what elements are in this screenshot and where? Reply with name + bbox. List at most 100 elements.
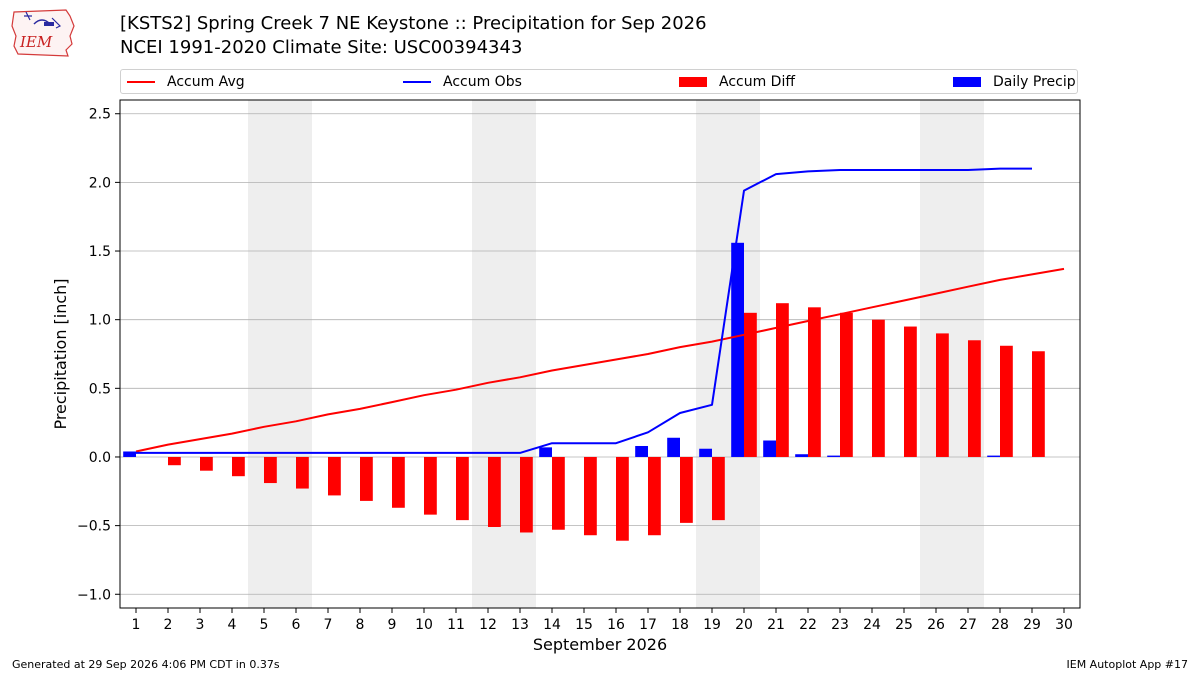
x-tick-label: 19 [703,617,721,633]
y-tick-label: 2.5 [89,107,111,123]
x-tick-label: 13 [511,617,529,633]
logo-text: IEM [19,33,53,51]
legend-item-accum-obs: Accum Obs [403,74,522,90]
accum-diff-bar [904,326,917,457]
accum-avg-line [135,267,1065,453]
y-axis-label: Precipitation [inch] [51,278,70,429]
x-tick-label: 10 [415,617,433,633]
x-tick-label: 27 [959,617,977,633]
accum-diff-bar [872,319,885,457]
accum-diff-bar [808,307,821,457]
x-tick-label: 25 [895,617,913,633]
accum-diff-bar [328,456,341,496]
y-tick-label: −0.5 [77,519,111,535]
x-tick-label: 5 [260,617,269,633]
accum-diff-bar [712,456,725,521]
accum-diff-bar [776,303,789,457]
x-tick-label: 30 [1055,617,1073,633]
accum-diff-bar [648,456,661,536]
legend-swatch-daily-precip [953,77,981,87]
accum-diff-bar [968,340,981,457]
legend-swatch-accum-diff [679,77,707,87]
x-tick-label: 4 [228,617,237,633]
footer-app: IEM Autoplot App #17 [1066,658,1189,671]
accum-diff-bar [552,456,565,530]
daily-precip-bar [763,440,776,457]
accum-diff-bar [840,312,853,457]
y-tick-label: 1.0 [89,313,111,329]
iem-logo: IEM [8,6,80,58]
x-tick-label: 20 [735,617,753,633]
x-tick-label: 22 [799,617,817,633]
x-tick-label: 2 [164,617,173,633]
accum-diff-bar [936,333,949,457]
daily-precip-bar [667,437,680,457]
y-tick-label: 0.0 [89,450,111,466]
legend-item-daily-precip: Daily Precip [953,74,1076,90]
accum-diff-bar [744,312,757,457]
x-tick-label: 3 [196,617,205,633]
daily-precip-bar [539,447,552,457]
accum-diff-bar [392,456,405,508]
daily-precip-bar [987,455,1000,457]
accum-diff-bar [616,456,629,541]
accum-diff-bar [456,456,469,521]
x-tick-label: 17 [639,617,657,633]
x-tick-label: 23 [831,617,849,633]
legend-label-accum-avg: Accum Avg [167,74,245,90]
legend: Accum Avg Accum Obs Accum Diff Daily Pre… [120,69,1078,94]
legend-item-accum-avg: Accum Avg [127,74,245,90]
x-tick-label: 15 [575,617,593,633]
y-tick-label: −1.0 [77,587,111,603]
weekend-shade [248,100,312,608]
daily-precip-bar [731,242,744,457]
x-tick-label: 26 [927,617,945,633]
accum-diff-bar [360,456,373,501]
daily-precip-bar [699,448,712,457]
legend-label-accum-obs: Accum Obs [443,74,522,90]
chart-subtitle: NCEI 1991-2020 Climate Site: USC00394343 [120,37,523,58]
x-tick-label: 7 [324,617,333,633]
y-tick-label: 1.5 [89,244,111,260]
x-axis-label: September 2026 [533,635,667,654]
x-tick-label: 6 [292,617,301,633]
y-tick-label: 2.0 [89,175,111,191]
accum-diff-bar [232,456,245,477]
daily-precip-bar [795,454,808,457]
chart-title: [KSTS2] Spring Creek 7 NE Keystone :: Pr… [120,13,707,34]
legend-swatch-accum-obs [403,81,431,83]
accum-diff-bar [584,456,597,536]
legend-label-accum-diff: Accum Diff [719,74,796,90]
legend-swatch-accum-avg [127,81,155,83]
x-tick-label: 11 [447,617,465,633]
x-tick-label: 29 [1023,617,1041,633]
daily-precip-bar [123,451,136,457]
daily-precip-bar [635,445,648,457]
accum-diff-bar [520,456,533,533]
accum-diff-bar [1000,345,1013,457]
x-tick-label: 9 [388,617,397,633]
plot-frame [119,99,1081,609]
legend-label-daily-precip: Daily Precip [993,74,1076,90]
x-tick-label: 8 [356,617,365,633]
accum-obs-line [136,167,1032,454]
accum-diff-bar [680,456,693,523]
footer-generated: Generated at 29 Sep 2026 4:06 PM CDT in … [12,658,280,671]
accum-diff-bar [1032,351,1045,457]
x-tick-label: 12 [479,617,497,633]
x-tick-label: 1 [132,617,141,633]
accum-diff-bar [296,456,309,489]
accum-diff-bar [200,456,213,471]
x-tick-label: 24 [863,617,881,633]
accum-diff-bar [168,456,181,466]
y-tick-label: 0.5 [89,381,111,397]
daily-precip-bar [827,455,840,457]
x-tick-label: 21 [767,617,785,633]
x-tick-label: 16 [607,617,625,633]
legend-item-accum-diff: Accum Diff [679,74,795,90]
accum-diff-bar [264,456,277,484]
x-tick-label: 18 [671,617,689,633]
x-tick-label: 28 [991,617,1009,633]
x-tick-label: 14 [543,617,561,633]
